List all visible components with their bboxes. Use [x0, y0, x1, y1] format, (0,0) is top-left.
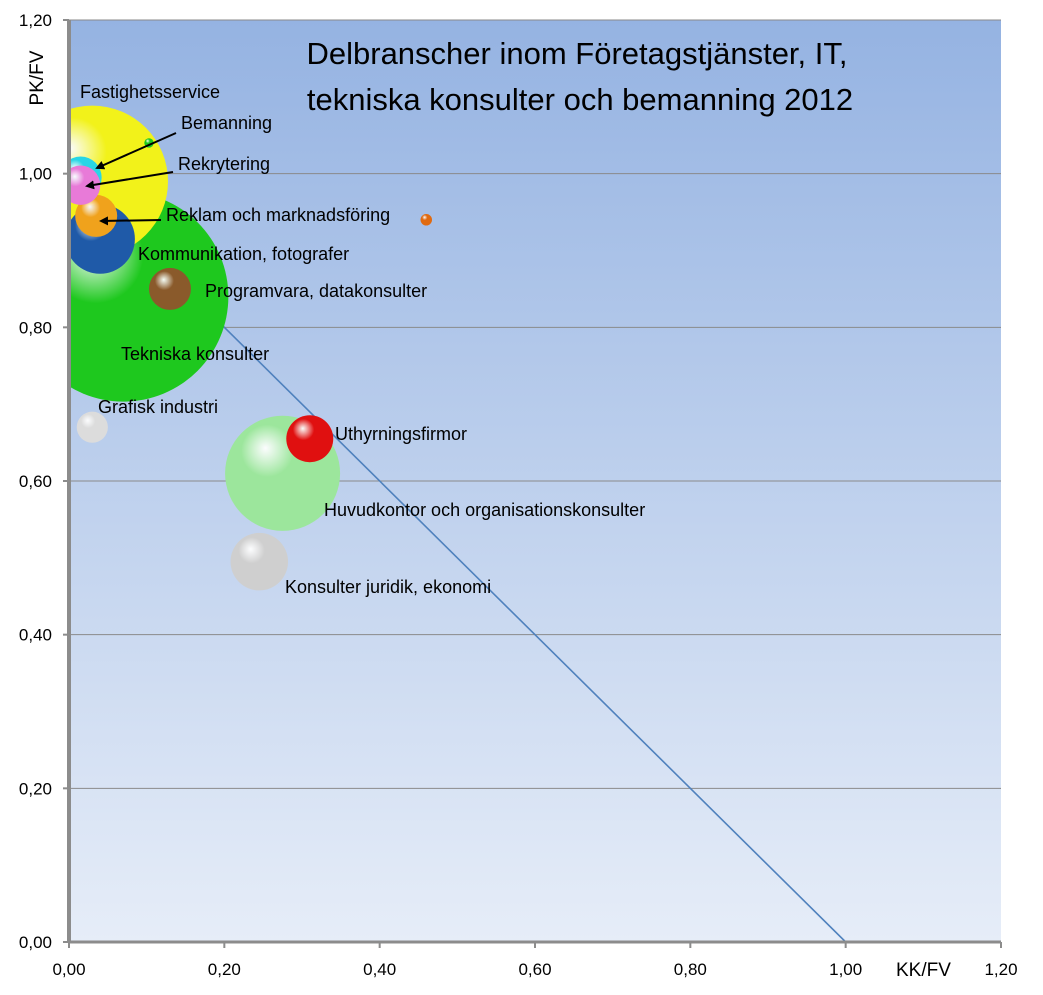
bubble-label: Huvudkontor och organisationskonsulter — [324, 500, 645, 520]
y-tick-label: 0,60 — [19, 472, 52, 491]
bubble-label: Rekrytering — [178, 154, 270, 174]
chart-title-line-2: tekniska konsulter och bemanning 2012 — [307, 82, 853, 117]
bubble-label: Programvara, datakonsulter — [205, 281, 427, 301]
y-axis-label: PK/FV — [27, 50, 48, 105]
x-tick-label: 0,20 — [208, 960, 241, 979]
y-tick-label: 1,00 — [19, 165, 52, 184]
tick-labels: 0,00 0,20 0,40 0,60 0,80 1,00 1,20 0,00 0,20 0,40… — [19, 11, 1018, 979]
x-tick-label: 1,20 — [984, 960, 1017, 979]
bubble-label: Bemanning — [181, 113, 272, 133]
annotation-arrow — [85, 171, 174, 190]
bubble-label: Reklam och marknadsföring — [166, 205, 390, 225]
bubble-programvara-datakonsulter — [148, 267, 191, 310]
x-tick-label: 0,80 — [674, 960, 707, 979]
bubble-konsulter-juridik-ekonomi — [230, 532, 289, 591]
x-tick-label: 0,00 — [52, 960, 85, 979]
x-axis-label: KK/FV — [896, 960, 951, 981]
y-tick-label: 0,20 — [19, 779, 52, 798]
bubble-reklam-och-marknadsföring — [75, 194, 118, 237]
bubble-rekrytering — [69, 165, 101, 205]
x-tick-label: 0,60 — [518, 960, 551, 979]
x-tick-label: 0,40 — [363, 960, 396, 979]
y-tick-label: 0,00 — [19, 933, 52, 952]
bubbles-layer — [69, 105, 433, 591]
chart-title-line-1: Delbranscher inom Företagstjänster, IT, — [306, 36, 847, 71]
bubble-label: Uthyrningsfirmor — [335, 424, 467, 444]
x-tick-label: 1,00 — [829, 960, 862, 979]
bubble-label: Kommunikation, fotografer — [138, 244, 349, 264]
bubble-label: Konsulter juridik, ekonomi — [285, 577, 491, 597]
y-tick-label: 1,20 — [19, 11, 52, 30]
bubble-label: Grafisk industri — [98, 397, 218, 417]
bubble-label: Fastighetsservice — [80, 82, 220, 102]
annotation-arrow — [95, 132, 177, 170]
y-tick-label: 0,80 — [19, 318, 52, 337]
annotation-arrow — [99, 216, 162, 226]
bubble-grafisk-industri — [76, 411, 108, 443]
bubble-label: Tekniska konsulter — [121, 344, 269, 364]
bubble-uthyrningsfirmor — [286, 415, 334, 463]
y-tick-label: 0,40 — [19, 626, 52, 645]
bubble-small — [420, 214, 433, 226]
bubble-annotations: Fastighetsservice Bemanning Rekrytering Rek… — [80, 82, 645, 597]
